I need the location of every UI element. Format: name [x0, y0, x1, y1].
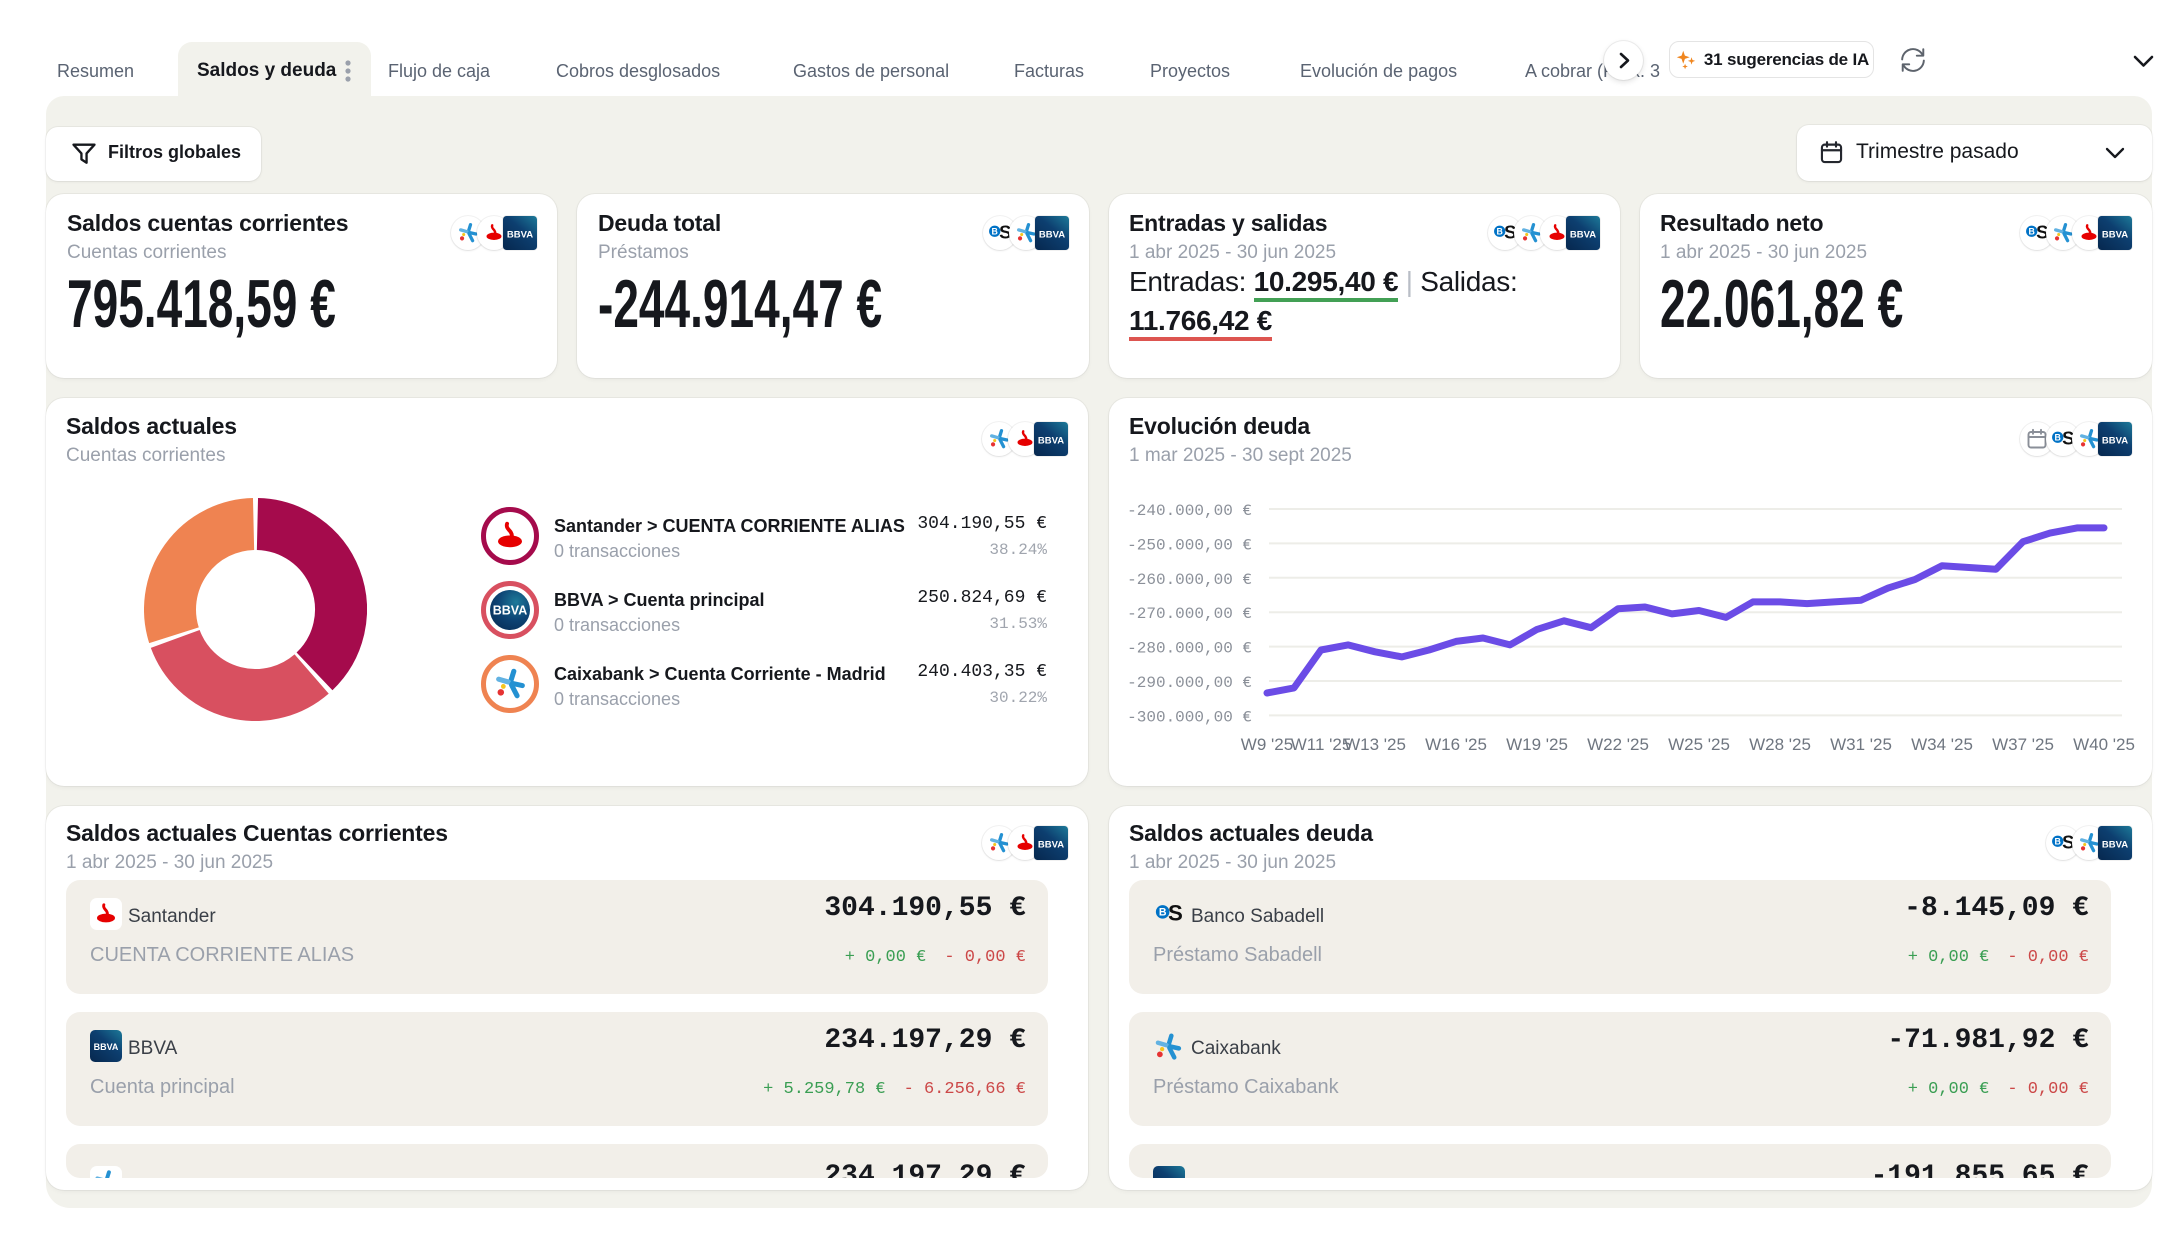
svg-text:W25 '25: W25 '25 [1668, 735, 1730, 754]
svg-text:W28 '25: W28 '25 [1749, 735, 1811, 754]
svg-text:W13 '25: W13 '25 [1344, 735, 1406, 754]
svg-text:-260.000,00 €: -260.000,00 € [1127, 571, 1252, 589]
svg-text:W22 '25: W22 '25 [1587, 735, 1649, 754]
svg-text:-280.000,00 €: -280.000,00 € [1127, 640, 1252, 658]
svg-text:W9 '25: W9 '25 [1241, 735, 1293, 754]
svg-text:W40 '25: W40 '25 [2073, 735, 2135, 754]
svg-text:W11 '25: W11 '25 [1291, 735, 1352, 754]
svg-text:BBVA: BBVA [493, 604, 528, 618]
svg-text:-270.000,00 €: -270.000,00 € [1127, 605, 1252, 623]
svg-text:W31 '25: W31 '25 [1830, 735, 1892, 754]
svg-text:-300.000,00 €: -300.000,00 € [1127, 708, 1252, 726]
svg-text:W34 '25: W34 '25 [1911, 735, 1973, 754]
svg-text:-290.000,00 €: -290.000,00 € [1127, 674, 1252, 692]
svg-text:W37 '25: W37 '25 [1992, 735, 2054, 754]
svg-text:-250.000,00 €: -250.000,00 € [1127, 536, 1252, 554]
svg-text:-240.000,00 €: -240.000,00 € [1127, 502, 1252, 520]
svg-text:W19 '25: W19 '25 [1506, 735, 1568, 754]
svg-text:W16 '25: W16 '25 [1425, 735, 1487, 754]
